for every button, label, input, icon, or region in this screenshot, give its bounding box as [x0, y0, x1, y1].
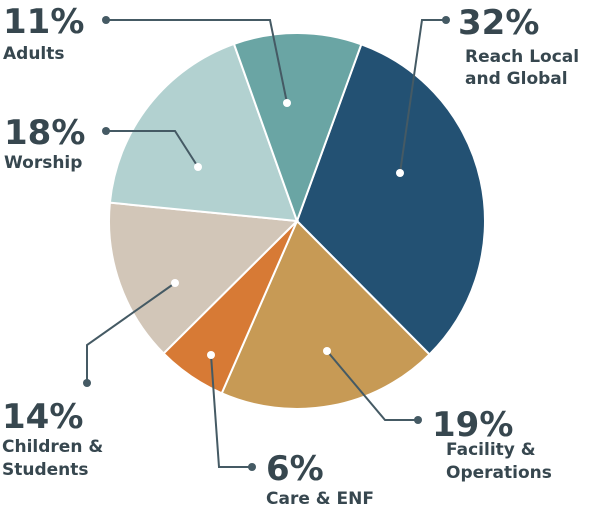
leader-lines [83, 16, 450, 471]
leader-end-dot [248, 463, 256, 471]
pie-slices [108, 32, 486, 411]
leader-anchor-dot [207, 351, 215, 359]
slice-category-label: Worship [4, 153, 82, 173]
pie-slice [295, 43, 486, 356]
slice-percent-label: 14% [2, 397, 83, 437]
slice-category-label: Facility & [446, 440, 536, 460]
slice-percent-label: 18% [4, 113, 85, 153]
slice-category-label: Children & [2, 437, 103, 457]
leader-anchor-dot [194, 163, 202, 171]
slice-category-label: Adults [3, 44, 65, 64]
slice-category-label: Reach Local [465, 47, 579, 67]
leader-line [210, 354, 252, 468]
leader-line [86, 282, 176, 383]
slice-category-label: and Global [465, 69, 568, 89]
slice-percent-label: 11% [3, 2, 84, 42]
leader-end-dot [414, 416, 422, 424]
slice-category-label: Care & ENF [266, 489, 374, 509]
leader-end-dot [83, 379, 91, 387]
leader-line [106, 130, 199, 168]
slice-percent-label: 6% [266, 449, 324, 489]
leader-anchor-dot [323, 347, 331, 355]
leader-line [106, 19, 288, 104]
pie-slice [108, 42, 299, 223]
slice-category-label: Students [2, 460, 89, 480]
leader-anchor-dot [283, 99, 291, 107]
leader-end-dot [102, 16, 110, 24]
slice-category-label: Operations [446, 463, 552, 483]
slice-percent-label: 19% [432, 405, 513, 445]
leader-end-dot [102, 127, 110, 135]
pie-slice [108, 201, 300, 355]
leader-line [399, 19, 446, 174]
pie-slice [220, 219, 431, 411]
leader-anchor-dot [396, 169, 404, 177]
leader-line [326, 350, 418, 421]
leader-end-dot [442, 16, 450, 24]
leader-anchor-dot [171, 279, 179, 287]
pie-slice [232, 32, 363, 224]
slice-percent-label: 32% [458, 3, 539, 43]
